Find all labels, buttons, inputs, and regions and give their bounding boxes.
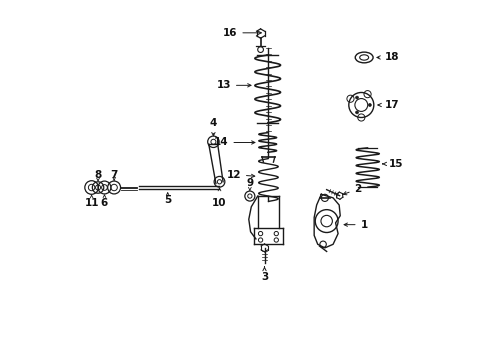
Circle shape [355, 111, 358, 114]
Text: 17: 17 [377, 100, 398, 110]
Text: 2: 2 [343, 184, 361, 195]
Text: 7: 7 [110, 170, 118, 180]
Text: 15: 15 [382, 159, 402, 169]
Text: 5: 5 [164, 195, 171, 204]
Text: 4: 4 [209, 118, 217, 136]
Text: 9: 9 [246, 177, 253, 188]
Circle shape [355, 96, 358, 99]
Text: 18: 18 [376, 53, 398, 63]
Text: 16: 16 [223, 28, 261, 38]
Text: 13: 13 [216, 80, 250, 90]
Text: 14: 14 [213, 138, 254, 148]
Text: 11: 11 [84, 198, 99, 207]
Text: 1: 1 [344, 220, 367, 230]
Circle shape [367, 104, 370, 107]
Text: 10: 10 [212, 198, 226, 208]
Text: 3: 3 [260, 267, 267, 282]
Text: 6: 6 [101, 198, 108, 207]
Text: 8: 8 [94, 170, 102, 180]
Text: 12: 12 [226, 170, 254, 180]
